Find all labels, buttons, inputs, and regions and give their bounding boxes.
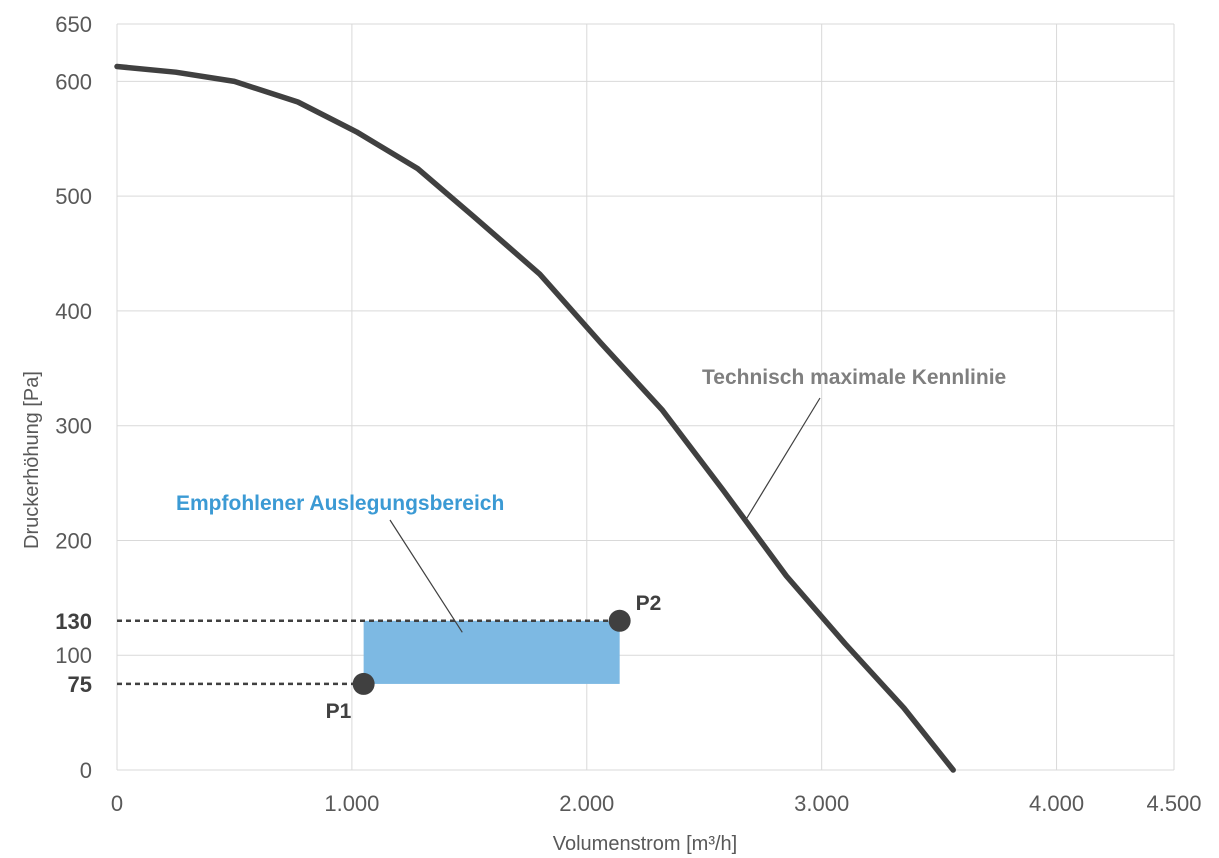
x-tick-label: 0 [111,791,123,816]
region-leader-line [389,519,463,633]
y-tick-label: 130 [55,609,92,634]
operating-points: P1 P2 [326,592,662,723]
y-tick-label: 400 [55,299,92,324]
series-annotation-label: Technisch maximale Kennlinie [702,366,1006,389]
point-label: P1 [326,700,352,723]
x-tick-label: 2.000 [559,791,614,816]
y-tick-label: 75 [68,672,92,697]
series-line [114,63,956,773]
design-region-layer [363,620,620,684]
reference-lines [117,619,620,686]
y-tick-label: 200 [55,528,92,553]
y-tick-labels: 0 75 100 130 200 300 400 500 600 650 [55,12,92,783]
region-annotation-label: Empfohlener Auslegungsbereich [176,492,504,515]
y-tick-label: 300 [55,414,92,439]
design-region [363,620,620,684]
point-label: P2 [636,592,662,615]
y-tick-label: 500 [55,184,92,209]
y-tick-label: 650 [55,12,92,37]
x-tick-labels: 0 1.000 2.000 3.000 4.000 4.500 [111,791,1202,816]
x-tick-label: 3.000 [794,791,849,816]
y-tick-label: 0 [80,758,92,783]
annotation-leaders [389,397,821,633]
series-layer [114,63,956,773]
y-tick-label: 600 [55,69,92,94]
y-axis-title: Druckerhöhung [Pa] [21,371,43,549]
grid [116,23,1175,771]
point-marker [608,609,631,632]
series-leader-line [745,397,821,519]
x-tick-label: 1.000 [324,791,379,816]
x-tick-label: 4.000 [1029,791,1084,816]
x-axis-title: Volumenstrom [m³/h] [553,833,738,855]
x-tick-label: 4.500 [1146,791,1201,816]
point-marker [352,672,375,695]
y-tick-label: 100 [55,643,92,668]
